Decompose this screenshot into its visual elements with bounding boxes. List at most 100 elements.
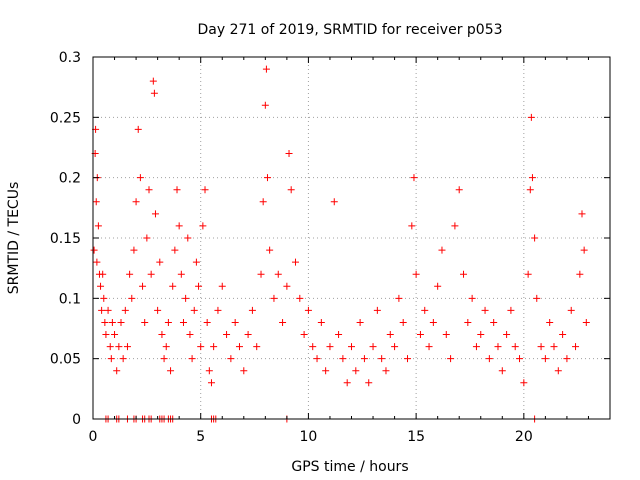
data-point xyxy=(296,294,304,302)
data-point xyxy=(108,318,116,326)
axis-ticks xyxy=(92,56,611,420)
data-point xyxy=(472,343,480,351)
data-point xyxy=(94,222,102,230)
data-point xyxy=(143,234,151,242)
data-point xyxy=(259,198,267,206)
data-point xyxy=(503,331,511,339)
data-point xyxy=(139,282,147,290)
data-point xyxy=(563,355,571,363)
data-point xyxy=(104,306,112,314)
data-point xyxy=(107,355,115,363)
data-point xyxy=(145,186,153,194)
y-tick-label: 0.25 xyxy=(50,110,81,126)
data-point xyxy=(227,355,235,363)
data-point xyxy=(412,270,420,278)
data-point xyxy=(184,234,192,242)
data-point xyxy=(182,294,190,302)
data-point xyxy=(270,294,278,302)
data-point xyxy=(369,343,377,351)
data-point xyxy=(468,294,476,302)
data-point xyxy=(421,306,429,314)
data-point xyxy=(115,343,123,351)
data-point xyxy=(164,318,172,326)
data-point xyxy=(177,270,185,278)
data-point xyxy=(356,318,364,326)
data-point xyxy=(404,355,412,363)
data-point xyxy=(531,234,539,242)
y-axis-label: SRMTID / TECUs xyxy=(6,182,22,295)
x-tick-label: 0 xyxy=(89,429,98,445)
data-point xyxy=(520,379,528,387)
data-point xyxy=(348,343,355,351)
data-point xyxy=(119,355,127,363)
data-point xyxy=(263,174,271,182)
data-point xyxy=(554,367,562,375)
data-point xyxy=(580,246,588,254)
data-point xyxy=(386,331,394,339)
data-point xyxy=(151,210,159,218)
data-point xyxy=(326,343,334,351)
data-point xyxy=(150,89,158,97)
data-point xyxy=(582,318,590,326)
grid xyxy=(93,57,610,419)
data-point xyxy=(101,318,109,326)
data-point xyxy=(266,246,274,254)
data-point xyxy=(572,343,580,351)
data-points xyxy=(90,65,590,423)
data-point xyxy=(158,331,166,339)
data-point xyxy=(162,343,170,351)
x-tick-label: 15 xyxy=(407,429,425,445)
data-point xyxy=(527,113,535,121)
x-tick-label: 20 xyxy=(515,429,533,445)
data-point xyxy=(559,331,567,339)
data-point xyxy=(253,343,261,351)
data-point xyxy=(490,318,498,326)
x-axis-label: GPS time / hours xyxy=(291,459,408,475)
data-point xyxy=(113,367,121,375)
data-point xyxy=(313,355,321,363)
data-point xyxy=(123,343,131,351)
data-point xyxy=(391,343,399,351)
chart-title: Day 271 of 2019, SRMTID for receiver p05… xyxy=(197,22,502,38)
data-point xyxy=(442,331,450,339)
data-point xyxy=(399,318,407,326)
data-point xyxy=(117,318,125,326)
data-point xyxy=(279,318,287,326)
data-point xyxy=(261,101,269,109)
data-point xyxy=(175,222,183,230)
data-point xyxy=(455,186,463,194)
y-tick-label: 0.15 xyxy=(50,231,81,247)
data-point xyxy=(451,222,459,230)
data-point xyxy=(365,379,373,387)
data-point xyxy=(477,331,485,339)
data-point xyxy=(576,270,584,278)
data-point xyxy=(167,367,175,375)
data-point xyxy=(231,318,239,326)
data-point xyxy=(199,222,207,230)
data-point xyxy=(171,246,179,254)
data-point xyxy=(106,343,114,351)
data-point xyxy=(343,379,351,387)
data-point xyxy=(156,258,164,266)
data-point xyxy=(335,331,343,339)
data-point xyxy=(382,367,390,375)
data-point xyxy=(173,186,181,194)
data-point xyxy=(378,355,386,363)
data-point xyxy=(533,294,541,302)
data-point xyxy=(214,306,222,314)
data-point xyxy=(188,355,196,363)
data-point xyxy=(578,210,586,218)
data-point xyxy=(235,343,243,351)
data-point xyxy=(262,65,270,73)
data-point xyxy=(304,306,312,314)
data-point xyxy=(373,306,381,314)
data-point xyxy=(408,222,416,230)
data-point xyxy=(97,282,105,290)
data-point xyxy=(429,318,437,326)
data-point xyxy=(210,343,218,351)
data-point xyxy=(102,331,110,339)
data-point xyxy=(507,306,515,314)
data-point xyxy=(111,331,119,339)
data-point xyxy=(126,270,134,278)
data-point xyxy=(309,343,317,351)
